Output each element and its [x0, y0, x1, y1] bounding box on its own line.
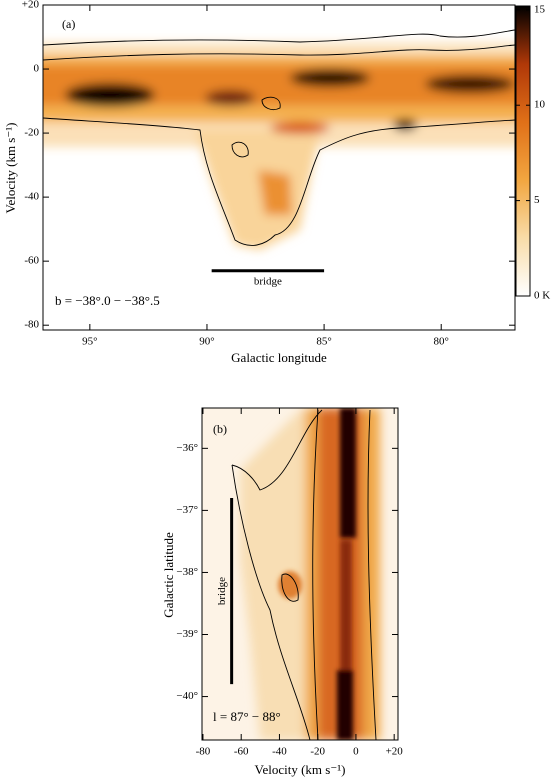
y-tick-label: +20 — [22, 0, 40, 11]
contour — [231, 409, 323, 491]
y-tick-label: −39° — [176, 628, 198, 640]
contour — [231, 464, 311, 740]
contour — [231, 141, 249, 158]
panel-b: (b) Velocity (km s⁻¹) Galactic latitude … — [161, 408, 403, 777]
panel-label: (a) — [62, 17, 75, 31]
y-tick-label: -40 — [24, 191, 39, 203]
colorbar — [515, 5, 531, 297]
y-tick-label: −40° — [176, 690, 198, 702]
plot-frame — [42, 4, 516, 331]
y-tick-label: 0 — [34, 63, 40, 75]
contour — [312, 409, 319, 740]
y-tick-label: −38° — [176, 566, 198, 578]
annotation: b = −38°.0 − −38°.5 — [55, 293, 160, 308]
y-tick-label: -20 — [24, 127, 39, 139]
panel-a: (a) Galactic longitude Velocity (km s⁻¹)… — [3, 0, 550, 365]
y-tick-label: −36° — [176, 442, 198, 454]
colorbar-tick-label: 10 — [534, 99, 546, 111]
x-tick-label: 80° — [434, 336, 449, 348]
plot-frame — [201, 407, 399, 741]
annotation: l = 87° − 88° — [213, 709, 281, 724]
y-axis-label: Velocity (km s⁻¹) — [3, 123, 18, 214]
colorbar-tick-label: 5 — [534, 194, 540, 206]
x-axis-label: Galactic longitude — [231, 350, 327, 365]
contour — [43, 29, 515, 46]
y-tick-label: -60 — [24, 255, 39, 267]
x-tick-label: -40 — [272, 746, 287, 758]
contour — [261, 96, 281, 111]
x-tick-label: 90° — [199, 336, 214, 348]
x-axis-label: Velocity (km s⁻¹) — [255, 762, 346, 777]
x-tick-label: -20 — [310, 746, 325, 758]
emission-map-b — [202, 408, 398, 740]
x-tick-label: -60 — [234, 746, 249, 758]
panel-label: (b) — [213, 422, 227, 436]
contour — [43, 117, 515, 246]
x-tick-label: 0 — [353, 746, 359, 758]
y-tick-label: −37° — [176, 504, 198, 516]
emission-map-a — [43, 29, 515, 250]
y-tick-label: -80 — [24, 319, 39, 331]
bridge-label: bridge — [216, 577, 228, 605]
bridge-label: bridge — [254, 275, 282, 287]
contour — [43, 44, 515, 61]
contour — [367, 409, 377, 740]
x-tick-label: 95° — [82, 336, 97, 348]
colorbar-tick-label: 15 — [534, 3, 546, 15]
colorbar-tick-label: 0 K — [534, 290, 550, 302]
y-axis-label: Galactic latitude — [161, 532, 176, 618]
x-tick-label: +20 — [386, 746, 404, 758]
x-tick-label: -80 — [196, 746, 211, 758]
contour — [281, 573, 299, 602]
x-tick-label: 85° — [316, 336, 331, 348]
